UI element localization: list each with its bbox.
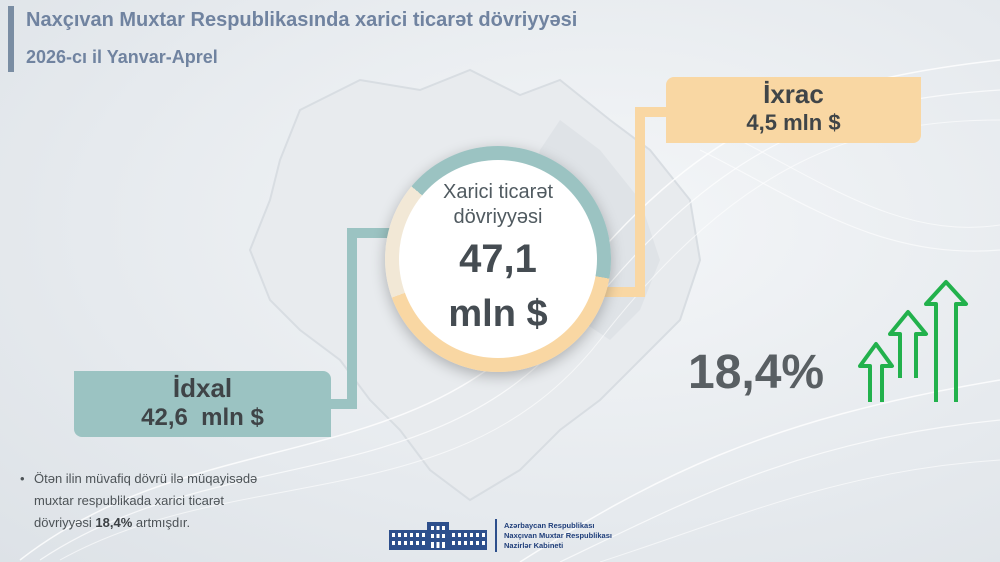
cabinet-building-icon (389, 522, 487, 550)
export-connector (604, 107, 666, 297)
note-line-3-suffix: artmışdır. (132, 515, 191, 530)
turnover-label-line2: dövriyyəsi (453, 206, 543, 228)
import-label: İdxal (172, 373, 233, 403)
note-bullet: • (20, 471, 25, 486)
logo-line-3: Nazirlər Kabineti (504, 541, 564, 550)
import-value: 42,6 mln $ (141, 404, 264, 431)
export-value: 4,5 mln $ (746, 110, 841, 135)
logo-line-2: Naxçıvan Muxtar Respublikası (504, 531, 612, 540)
import-connector (331, 228, 398, 409)
note-line-1: Ötən ilin müvafiq dövrü ilə müqayisədə (34, 471, 258, 486)
note-line-3-prefix: dövriyyəsi (34, 515, 96, 530)
import-box: İdxal 42,6 mln $ (74, 371, 331, 437)
total-turnover-content: Xarici ticarət dövriyyəsi 47,1 mln $ (399, 160, 597, 358)
page-title: Naxçıvan Muxtar Respublikasında xarici t… (26, 9, 578, 31)
note-growth-bold: 18,4% (95, 515, 133, 530)
cabinet-logo-text: Azərbaycan Respublikası Naxçıvan Muxtar … (504, 521, 612, 551)
logo-divider (495, 519, 497, 552)
export-label: İxrac (763, 79, 824, 109)
turnover-unit: mln $ (448, 293, 548, 335)
growth-percent: 18,4% (688, 346, 825, 399)
export-box: İxrac 4,5 mln $ (666, 77, 921, 143)
title-accent-bar (8, 6, 14, 72)
note-line-3: dövriyyəsi 18,4% artmışdır. (34, 512, 320, 534)
note-paragraph: • Ötən ilin müvafiq dövrü ilə müqayisədə… (20, 468, 320, 534)
total-turnover-circle: Xarici ticarət dövriyyəsi 47,1 mln $ (385, 146, 611, 372)
turnover-label-line1: Xarici ticarət (442, 181, 554, 203)
note-line-2: muxtar respublikada xarici ticarət (34, 493, 225, 508)
logo-line-1: Azərbaycan Respublikası (504, 521, 595, 530)
turnover-value: 47,1 (459, 237, 537, 281)
page-subtitle: 2026-cı il Yanvar-Aprel (26, 47, 218, 67)
growth-arrows-icon (858, 280, 968, 402)
